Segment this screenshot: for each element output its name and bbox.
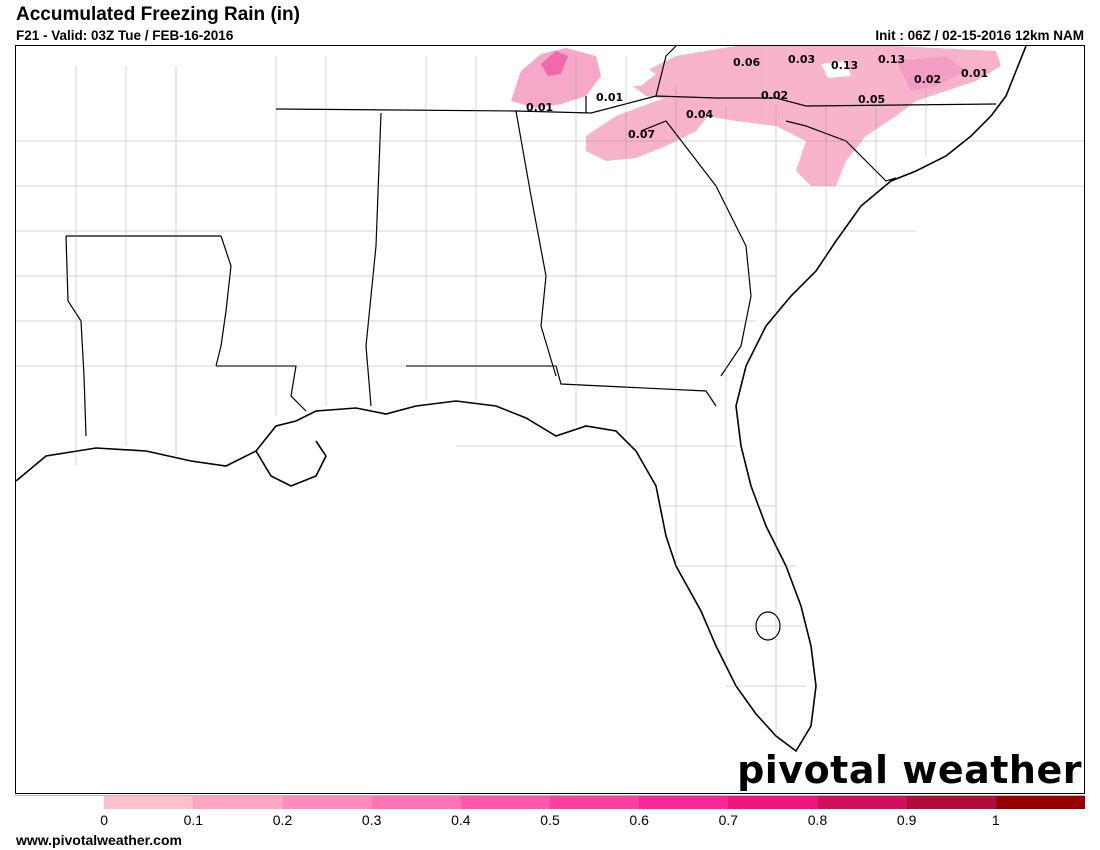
colorbar-tick-label: 0.6 (629, 812, 649, 828)
init-time: Init : 06Z / 02-15-2016 12km NAM (875, 28, 1084, 43)
colorbar-tick-label: 1 (991, 812, 1000, 828)
colorbar-swatch (460, 795, 551, 809)
contour-label: 0.07 (628, 128, 655, 141)
website-url[interactable]: www.pivotalweather.com (16, 832, 182, 848)
colorbar-tick-label: 0.9 (896, 812, 917, 828)
colorbar-swatch (282, 795, 372, 809)
colorbar-swatch (728, 795, 818, 809)
contour-label: 0.13 (878, 53, 905, 66)
colorbar-swatch (371, 795, 461, 809)
contour-label: 0.01 (526, 101, 553, 114)
state-borders (65, 46, 997, 437)
contour-label: 0.05 (858, 93, 885, 106)
colorbar-tick-label: 0.8 (807, 812, 828, 828)
contour-label: 0.01 (961, 67, 988, 80)
pivotal-weather-logo: pivotal weather (737, 748, 1082, 792)
contour-label: 0.01 (596, 91, 623, 104)
colorbar-swatch (639, 795, 729, 809)
map-panel: 0.01 0.01 0.07 0.04 0.06 0.03 0.13 0.13 0.02 0.01… (15, 45, 1085, 794)
colorbar-swatch (817, 795, 907, 809)
coastline (16, 46, 1027, 753)
colorbar-tick-label: 0.2 (272, 812, 293, 828)
colorbar-swatch (193, 795, 283, 809)
colorbar-tick-label: 0 (100, 812, 109, 828)
map-title: Accumulated Freezing Rain (in) (16, 4, 300, 25)
colorbar-ticks: 0 0.1 0.2 0.3 0.4 0.5 0.6 0.7 0.8 0.9 1 (15, 812, 1085, 830)
contour-label: 0.02 (761, 89, 788, 102)
contour-label: 0.13 (831, 59, 858, 72)
contour-label: 0.03 (788, 53, 815, 66)
county-lines (16, 56, 1084, 736)
contour-label: 0.06 (733, 56, 760, 69)
no-rain-gaps (611, 61, 851, 86)
map-svg: 0.01 0.01 0.07 0.04 0.06 0.03 0.13 0.13 0.02 0.01… (16, 46, 1084, 753)
valid-time: F21 - Valid: 03Z Tue / FEB-16-2016 (16, 28, 234, 43)
contour-label: 0.04 (686, 108, 713, 121)
freezing-rain-shading (511, 46, 1001, 186)
contour-label: 0.02 (914, 73, 941, 86)
colorbar-tick-label: 0.1 (183, 812, 204, 828)
contour-labels: 0.01 0.01 0.07 0.04 0.06 0.03 0.13 0.13 0.02 0.01… (526, 53, 988, 141)
colorbar-tick-label: 0.5 (540, 812, 560, 828)
colorbar-swatch (550, 795, 640, 809)
colorbar-tick-label: 0.4 (451, 812, 471, 828)
colorbar-tick-label: 0.7 (718, 812, 739, 828)
colorbar-swatch (15, 795, 105, 809)
colorbar (15, 795, 1086, 809)
colorbar-tick-label: 0.3 (361, 812, 382, 828)
colorbar-swatch (906, 795, 996, 809)
colorbar-swatch (104, 795, 194, 809)
colorbar-swatch (995, 795, 1086, 809)
